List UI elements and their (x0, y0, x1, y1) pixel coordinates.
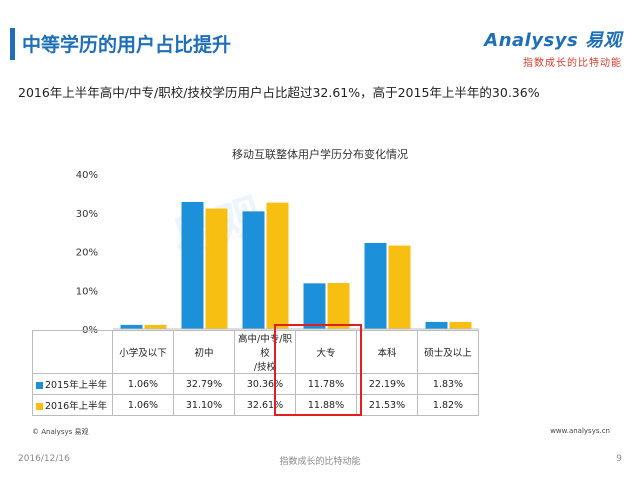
legend-swatch-2015 (36, 382, 43, 389)
bar-2015 (242, 211, 265, 329)
footer-tagline: 指数成长的比特动能 (279, 457, 361, 467)
y-tick-label: 30% (76, 209, 98, 220)
bar-2016 (266, 202, 289, 329)
series-row-2015: 2015年上半年 1.06% 32.79% 30.36% 11.78% 22.19% 1.… (32, 373, 479, 395)
bar-2015 (120, 324, 143, 329)
data-table: 小学及以下 初中 高中/中专/职校/技校 大专 本科 硕士及以上 2015年上半年 1.0… (32, 330, 479, 416)
category-label: 硕士及以上 (417, 330, 479, 374)
bar-2015 (303, 283, 326, 329)
y-tick-label: 10% (76, 286, 98, 297)
bar-2015 (425, 321, 448, 329)
logo-wordmark: Analysys 易观 (484, 30, 622, 51)
title-accent-bar (10, 28, 15, 60)
summary-text: 2016年上半年高中/中专/职校/技校学历用户占比超过32.61%，高于2015… (18, 85, 540, 100)
chart-title: 移动互联整体用户学历分布变化情况 (232, 148, 408, 161)
data-label-2015: 1.06% (112, 373, 174, 395)
category-row: 小学及以下 初中 高中/中专/职校/技校 大专 本科 硕士及以上 (32, 330, 479, 374)
bar-2016 (144, 324, 167, 329)
y-tick-label: 20% (76, 248, 98, 259)
bar-2016 (327, 282, 350, 329)
website-link[interactable]: www.analysys.cn (550, 427, 610, 435)
legend-label-2015: 2015年上半年 (45, 380, 108, 391)
data-label-2016: 1.82% (417, 394, 479, 416)
data-label-2016: 31.10% (173, 394, 235, 416)
corner-cell (32, 330, 113, 374)
report-date: 2016/12/16 (18, 454, 70, 464)
data-label-2016: 21.53% (356, 394, 418, 416)
bar-2015 (181, 201, 204, 329)
data-label-2015: 32.79% (173, 373, 235, 395)
bar-2015 (364, 243, 387, 329)
legend-2015: 2015年上半年 (32, 373, 113, 395)
bar-2016 (449, 321, 472, 329)
bar-2016 (388, 245, 411, 329)
category-label: 高中/中专/职校/技校 (234, 330, 296, 374)
highlight-box (274, 324, 362, 416)
data-label-2015: 1.83% (417, 373, 479, 395)
category-label: 本科 (356, 330, 418, 374)
logo-tagline: 指数成长的比特动能 (523, 58, 622, 69)
category-label: 小学及以下 (112, 330, 174, 374)
legend-2016: 2016年上半年 (32, 394, 113, 416)
legend-label-2016: 2016年上半年 (45, 401, 108, 412)
bar-2016 (205, 208, 228, 329)
brand-logo: Analysys 易观 指数成长的比特动能 (484, 26, 622, 69)
copyright: © Analysys 易观 (32, 428, 89, 436)
page-title: 中等学历的用户占比提升 (22, 34, 232, 56)
page-number: 9 (616, 454, 622, 464)
category-label: 初中 (173, 330, 235, 374)
y-tick-label: 40% (76, 170, 98, 181)
data-label-2015: 22.19% (356, 373, 418, 395)
legend-swatch-2016 (36, 403, 43, 410)
series-row-2016: 2016年上半年 1.06% 31.10% 32.61% 11.88% 21.53% 1.… (32, 394, 479, 416)
data-label-2016: 1.06% (112, 394, 174, 416)
